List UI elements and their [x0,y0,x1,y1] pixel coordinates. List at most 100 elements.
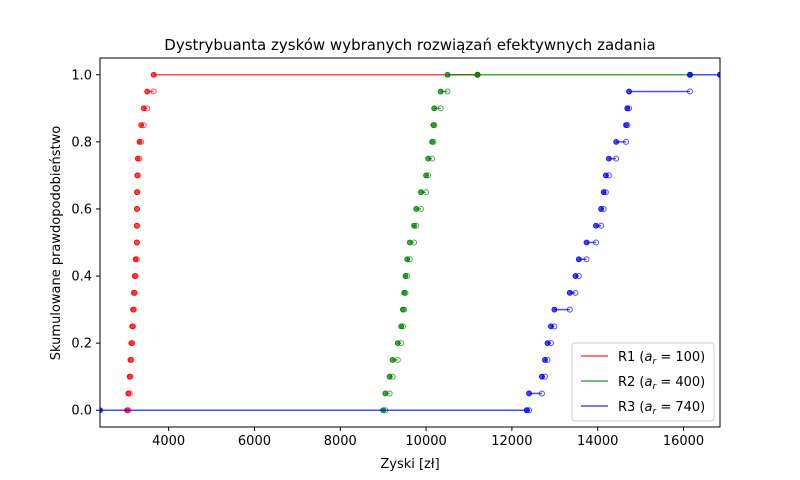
legend-item: R3 (ar = 740) [581,400,705,417]
open-point [444,88,451,95]
y-tick-label: 0.0 [71,404,92,419]
legend-label: R1 (ar = 100) [618,350,705,367]
open-point [130,306,137,313]
open-point [144,105,151,112]
data-point [526,390,532,397]
data-point [687,71,693,78]
open-point [583,256,590,263]
x-axis-label: Zyski [zł] [380,457,439,472]
y-tick-label: 0.8 [71,135,92,150]
x-tick-label: 10000 [405,434,446,449]
open-point [134,172,141,179]
open-point [623,138,630,145]
x-tick-label: 14000 [577,434,618,449]
open-point [423,189,430,196]
x-axis: 4000 6000 8000 10000 12000 14000 16000 [152,427,704,449]
open-point [544,356,551,363]
open-point [133,256,140,263]
data-point [406,239,413,246]
open-point [399,323,406,330]
legend-item: R1 (ar = 100) [581,350,705,367]
open-point [398,340,405,347]
data-point [583,239,590,246]
open-point [132,273,139,280]
x-tick-label: 16000 [663,434,704,449]
open-point [598,222,605,229]
open-point [526,407,533,414]
open-point [402,289,409,296]
open-point [138,138,145,145]
legend-label: R2 (ar = 400) [618,375,705,392]
open-point [575,273,582,280]
y-tick-label: 0.2 [71,337,92,352]
legend-box [571,342,715,422]
open-point [600,205,607,212]
data-point [136,138,143,145]
data-point [575,256,582,263]
y-tick-label: 0.4 [71,270,92,285]
data-point [624,105,631,112]
open-point [429,155,436,162]
open-point [572,289,579,296]
data-point [100,407,103,414]
open-point [437,105,444,112]
data-point [431,105,438,112]
plot-area [100,71,720,414]
data-point [593,222,599,229]
data-point [402,273,409,279]
data-point [134,155,141,162]
open-point [140,122,147,129]
open-point [133,205,140,212]
chart-title: Dystrybuanta zysków wybranych rozwiązań … [164,36,655,54]
open-point [394,356,401,363]
open-point [386,390,393,397]
series-1 [124,71,481,414]
open-point [593,239,599,246]
open-point [130,323,137,330]
data-point [551,306,558,313]
data-point [150,71,157,78]
data-point [418,189,424,196]
open-point [602,189,609,196]
data-point [626,88,632,95]
open-point [413,222,420,229]
open-point [404,273,411,280]
x-tick-label: 12000 [491,434,532,449]
y-axis-label: Skumulowane prawdopodobieństwo [49,126,64,360]
data-point [382,390,389,397]
open-point [431,122,438,129]
legend: R1 (ar = 100) R2 (ar = 400) R3 (ar = 740) [571,342,715,422]
open-point [541,373,548,380]
open-point [417,205,424,212]
open-point [133,239,140,246]
open-point [411,239,418,246]
open-point [605,172,612,179]
data-point [389,357,396,363]
open-point [126,390,133,397]
data-point [605,155,612,162]
data-point [474,71,481,78]
y-axis: 0.0 0.2 0.4 0.6 0.8 1.0 [71,68,100,419]
data-point [437,88,444,95]
open-point [624,122,631,129]
legend-label: R3 (ar = 740) [618,400,705,417]
open-point [136,155,143,162]
open-point [406,256,413,263]
y-tick-label: 1.0 [71,68,92,83]
open-point [566,306,573,313]
open-point [547,340,554,347]
open-point [131,289,138,296]
legend-item: R2 (ar = 400) [581,375,705,392]
y-tick-label: 0.6 [71,202,92,217]
open-point [127,373,134,380]
series-3 [100,71,720,414]
data-point [398,323,405,330]
x-tick-label: 8000 [324,434,357,449]
open-point [686,88,693,95]
open-point [128,356,135,363]
open-point [133,222,140,229]
plot-frame [99,57,721,428]
open-point [389,373,396,380]
open-point [401,306,408,313]
